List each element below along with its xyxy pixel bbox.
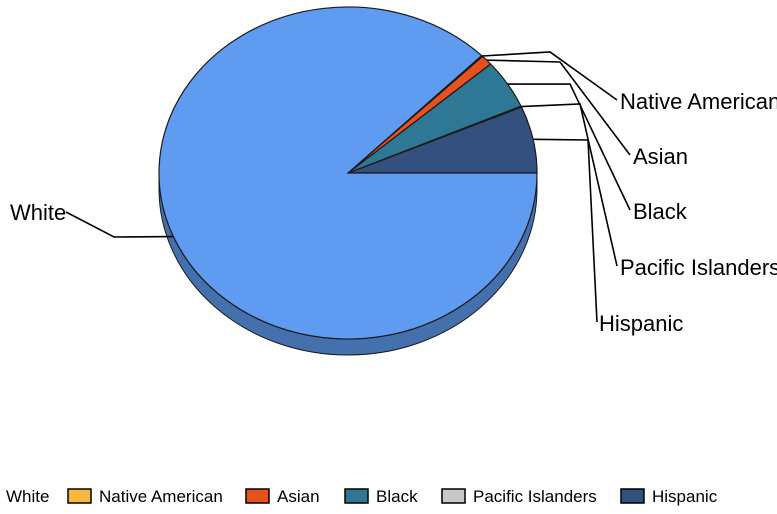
slice-label-black: Black xyxy=(633,199,688,224)
legend-swatch-black xyxy=(344,488,369,504)
slice-label-pacific-islanders: Pacific Islanders xyxy=(620,255,777,280)
leader-line-white xyxy=(65,211,174,238)
pie-slices xyxy=(158,6,538,340)
leader-line-black xyxy=(507,83,631,211)
leader-line-native-american xyxy=(482,51,618,101)
legend-label-native-american: Native American xyxy=(99,487,223,506)
slice-label-white: White xyxy=(10,200,66,225)
leader-line-hispanic xyxy=(533,138,598,323)
legend-swatch-native-american xyxy=(67,488,92,504)
legend-swatch-hispanic xyxy=(620,488,645,504)
slice-labels: White Native American Asian Black Pacific Is… xyxy=(10,51,777,336)
slice-label-hispanic: Hispanic xyxy=(599,311,683,336)
slice-white xyxy=(158,6,538,340)
legend-swatch-pacific-islanders xyxy=(441,488,466,504)
legend-label-hispanic: Hispanic xyxy=(652,487,718,506)
leader-line-pacific-islanders xyxy=(521,103,618,267)
slice-label-native-american: Native American xyxy=(620,89,777,114)
legend-swatch-asian xyxy=(245,488,270,504)
legend-label-black: Black xyxy=(376,487,418,506)
legend-label-white: White xyxy=(6,487,49,506)
legend-label-pacific-islanders: Pacific Islanders xyxy=(473,487,597,506)
leader-line-asian xyxy=(486,59,631,156)
legend-label-asian: Asian xyxy=(277,487,320,506)
legend: White Native American Asian Black Pacific Is… xyxy=(6,487,718,506)
slice-label-asian: Asian xyxy=(633,144,688,169)
